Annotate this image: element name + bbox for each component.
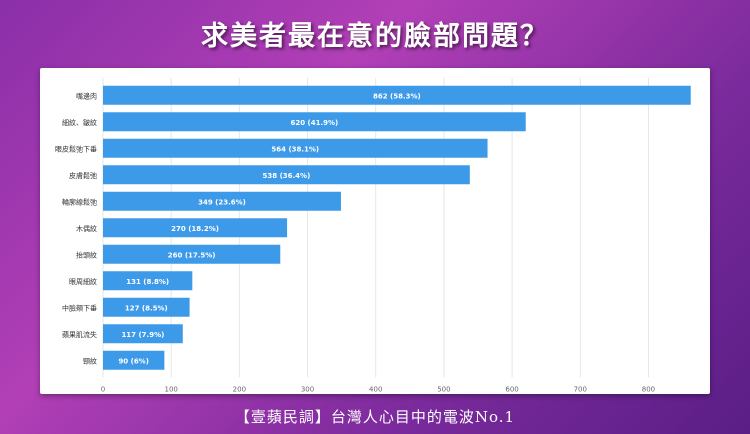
x-tick-label-0: 0 (101, 386, 105, 394)
bar-10 (103, 350, 165, 370)
category-label-8: 中臉頰下垂 (62, 303, 97, 312)
x-tick-label-5: 500 (437, 386, 450, 394)
bar-5 (103, 218, 288, 238)
x-tick-label-1: 100 (164, 386, 177, 394)
data-label-7: 131 (8.8%) (126, 278, 169, 286)
category-label-5: 木偶紋 (76, 224, 97, 233)
category-label-3: 皮膚鬆弛 (69, 171, 97, 180)
x-tick-label-7: 700 (574, 386, 587, 394)
x-tick-label-4: 400 (369, 386, 382, 394)
data-label-8: 127 (8.5%) (125, 304, 168, 312)
data-label-5: 270 (18.2%) (171, 225, 219, 233)
category-label-0: 嘴邊肉 (76, 91, 97, 100)
data-label-6: 260 (17.5%) (168, 251, 216, 259)
category-label-9: 蘋果肌流失 (62, 330, 97, 339)
data-label-9: 117 (7.9%) (121, 331, 164, 339)
page-title: 求美者最在意的臉部問題？ (201, 21, 549, 52)
data-label-0: 862 (58.3%) (373, 92, 421, 100)
category-label-2: 眼皮鬆弛下垂 (55, 144, 97, 153)
data-label-2: 564 (38.1%) (271, 145, 319, 153)
bar-6 (103, 244, 281, 264)
data-label-10: 90 (6%) (118, 357, 148, 365)
category-label-1: 細紋、皺紋 (62, 118, 97, 127)
bar-1 (103, 112, 526, 132)
bar-chart: 0 100 200 300 400 500 600 700 800 嘴邊肉 862 (58.3%) 細… (55, 78, 691, 394)
x-tick-label-2: 200 (233, 386, 246, 394)
chart-panel: 0 100 200 300 400 500 600 700 800 嘴邊肉 862 (58.3%) 細… (40, 68, 710, 394)
x-tick-label-3: 300 (301, 386, 314, 394)
footer-caption: 【壹蘋民調】台灣人心目中的電波No.1 (234, 408, 516, 426)
bar-4 (103, 191, 341, 211)
data-label-1: 620 (41.9%) (290, 119, 338, 127)
category-label-6: 抬頭紋 (76, 250, 97, 259)
bar-9 (103, 324, 183, 344)
bar-3 (103, 165, 470, 185)
data-label-4: 349 (23.6%) (198, 198, 246, 206)
category-label-10: 頸紋 (83, 356, 97, 365)
data-label-3: 538 (36.4%) (263, 172, 311, 180)
bar-7 (103, 271, 193, 291)
x-tick-label-8: 800 (642, 386, 655, 394)
category-label-4: 輪廓線鬆弛 (62, 197, 97, 206)
bar-8 (103, 297, 190, 317)
x-tick-label-6: 600 (505, 386, 518, 394)
category-label-7: 眼周細紋 (69, 277, 97, 286)
bar-2 (103, 138, 488, 158)
bar-0 (103, 85, 691, 105)
